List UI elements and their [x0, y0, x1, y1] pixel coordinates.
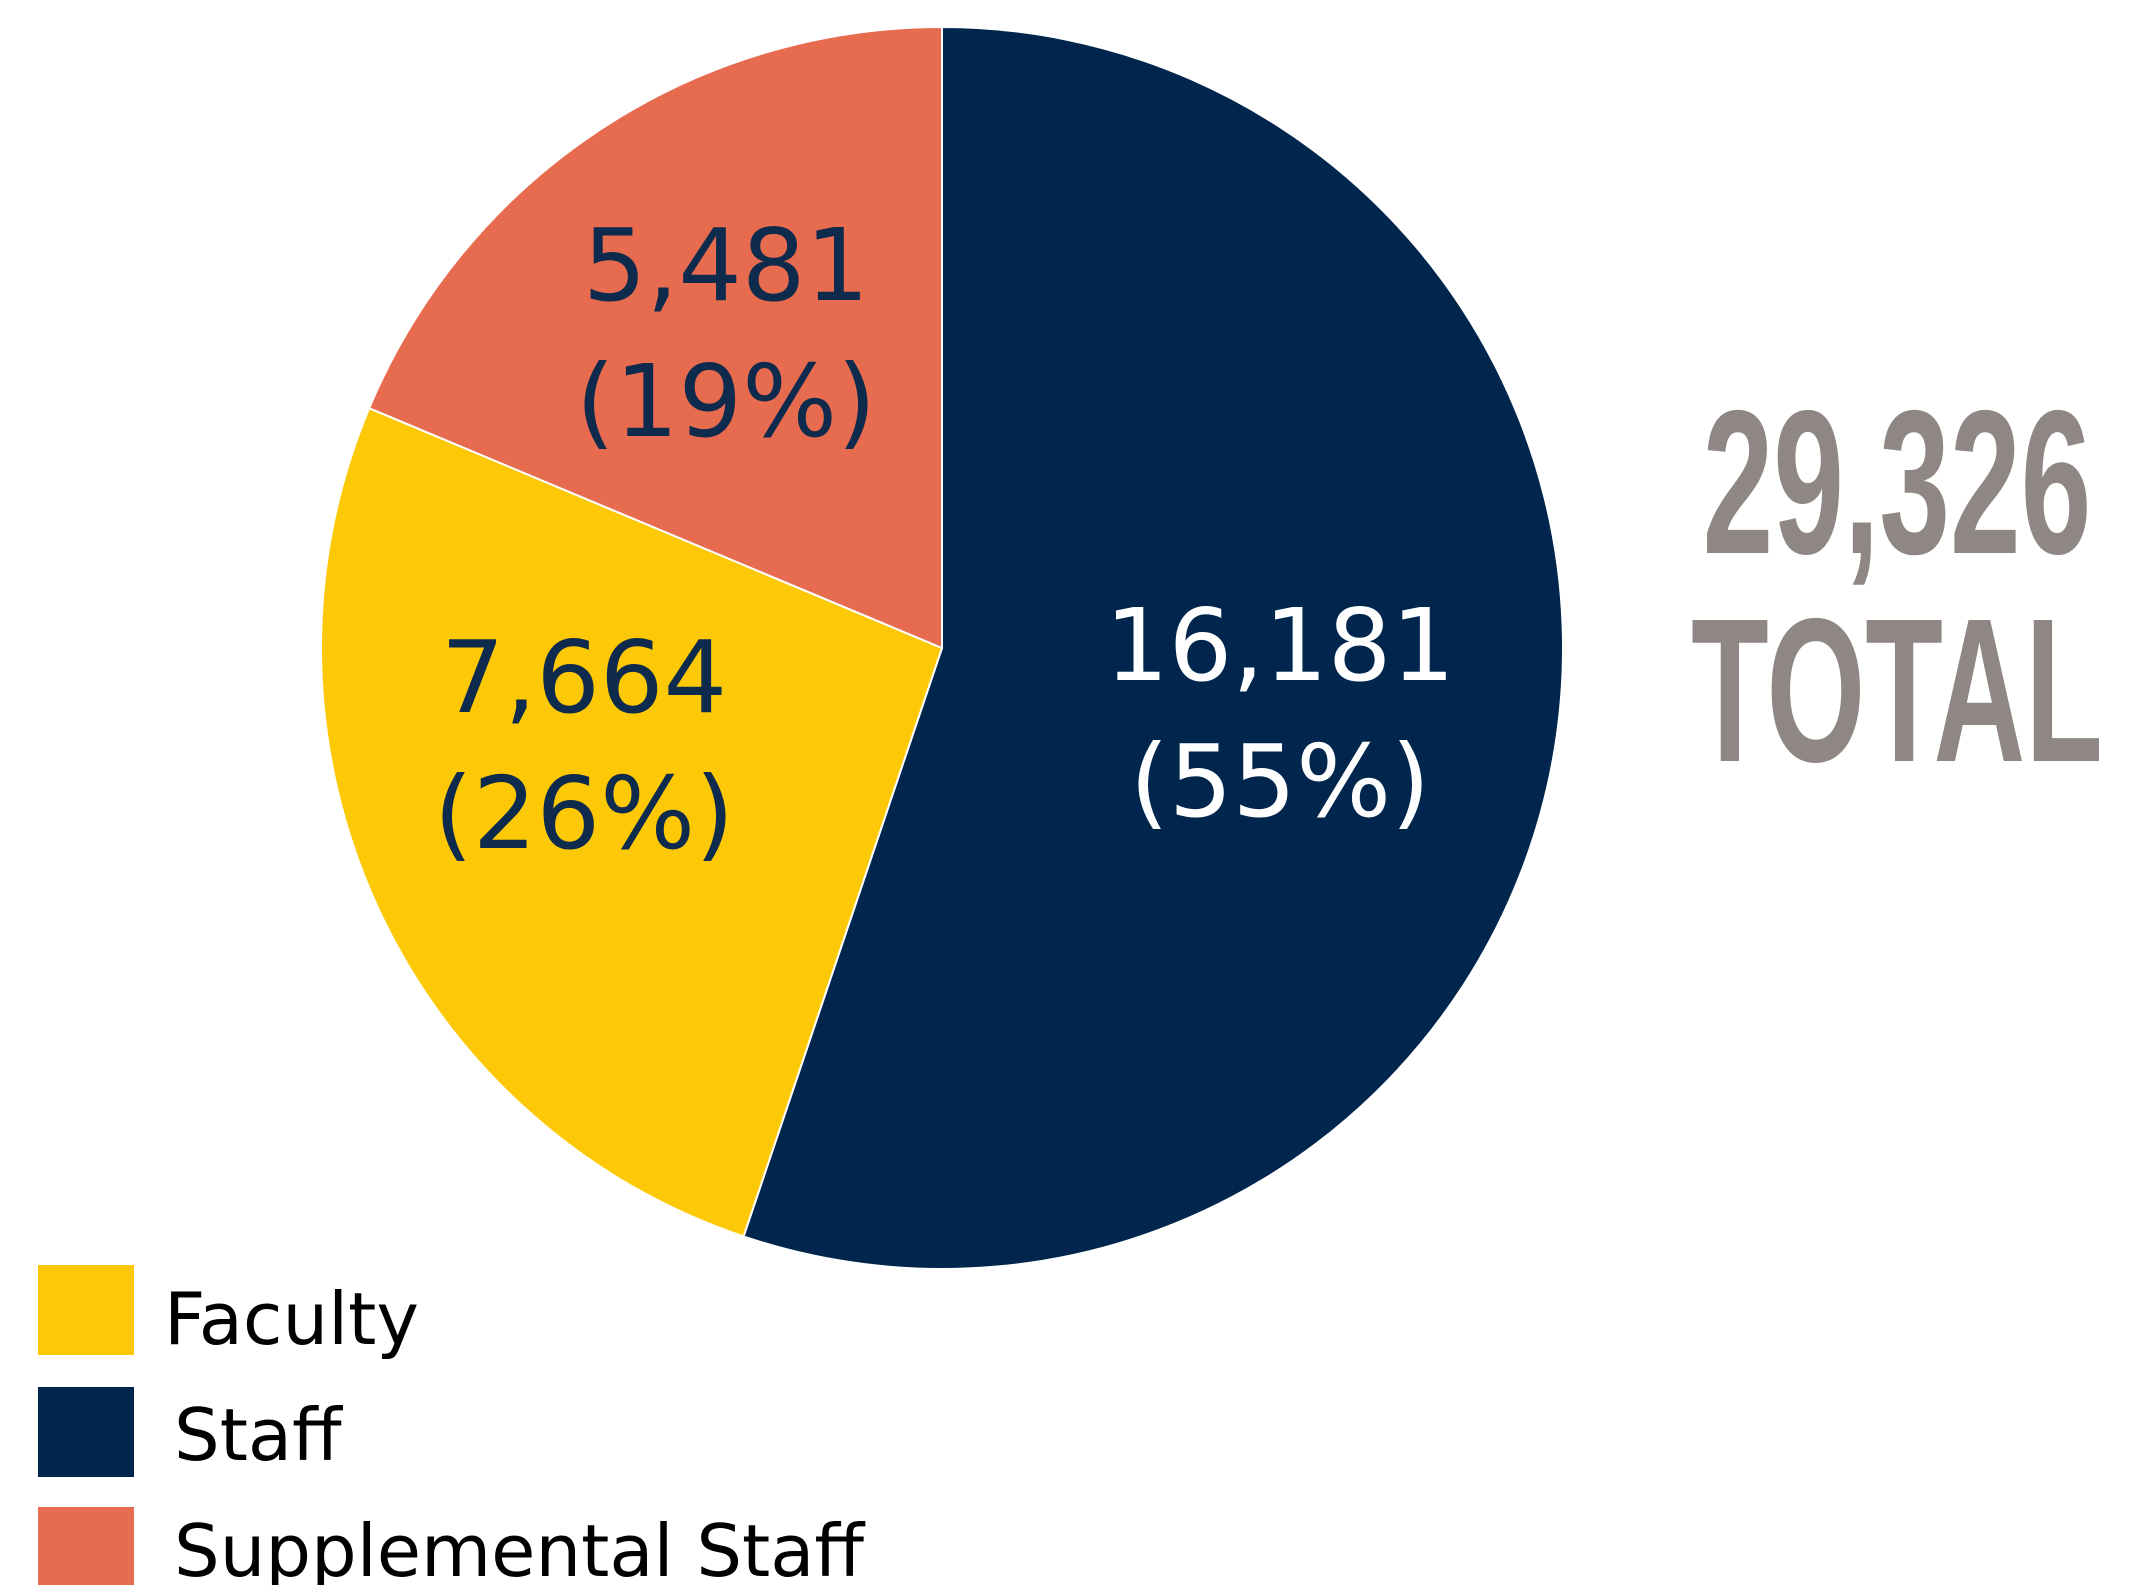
pie-slice	[367, 25, 943, 650]
total-value: 29,326	[1703, 369, 2092, 597]
legend-label: Supplemental Staff	[174, 1509, 865, 1585]
legend-label: Faculty	[164, 1277, 419, 1361]
value-label: 16,181	[1105, 587, 1455, 704]
legend-swatch	[38, 1387, 134, 1477]
legend-label: Staff	[174, 1393, 343, 1477]
pie-slice	[320, 406, 944, 1238]
total-caption-group: TOTAL	[1691, 577, 2103, 805]
percent-label: (55%)	[1130, 723, 1430, 840]
percent-label: (26%)	[434, 755, 734, 872]
pie-slice	[742, 25, 1565, 1270]
value-label: 7,664	[441, 619, 727, 736]
percent-label: (19%)	[576, 343, 876, 460]
value-label: 5,481	[583, 207, 869, 324]
total-caption: TOTAL	[1691, 577, 2103, 805]
legend-swatch	[38, 1507, 134, 1585]
total-group: 29,326	[1703, 369, 2092, 597]
legend-swatch	[38, 1265, 134, 1355]
